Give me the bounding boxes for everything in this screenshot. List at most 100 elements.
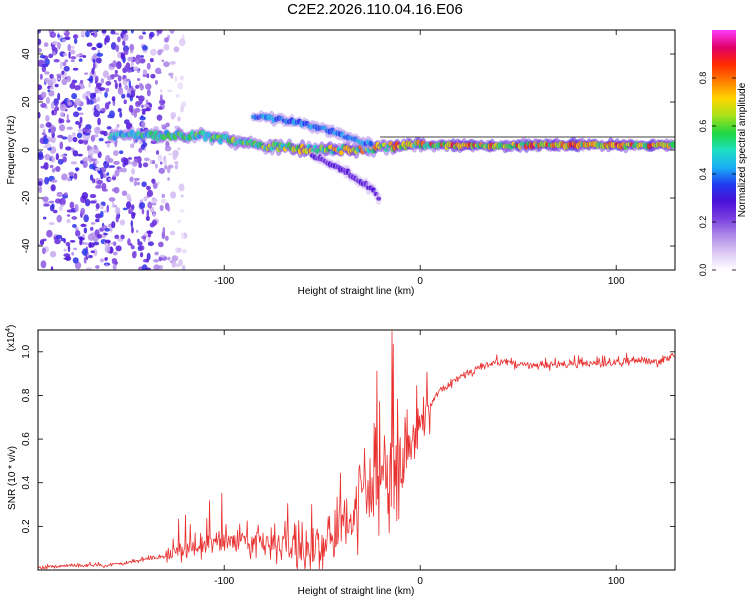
spectrogram-noise-speckle xyxy=(51,203,55,209)
colorbar-tick-label: 0.2 xyxy=(698,216,708,229)
spectrogram-noise-speckle xyxy=(45,96,51,105)
spectrogram-noise-speckle xyxy=(155,71,162,74)
snr-frame xyxy=(37,329,676,571)
spectrogram-noise-speckle xyxy=(83,214,89,223)
spectrogram-noise-speckle xyxy=(64,59,69,63)
spectrogram-noise-speckle xyxy=(39,59,46,65)
spectrogram-noise-speckle xyxy=(56,73,62,77)
spectrogram-noise-speckle xyxy=(74,85,81,91)
spectrogram-noise-speckle xyxy=(111,221,116,229)
spectrogram-noise-speckle xyxy=(72,257,79,264)
spectrogram-y-tick-label: 40 xyxy=(21,48,32,60)
spectrogram-noise-speckle xyxy=(80,85,86,89)
spectrogram-noise-speckle xyxy=(108,66,114,70)
spectrogram-noise-speckle xyxy=(170,75,174,79)
spectrogram-noise-speckle xyxy=(67,244,71,253)
spectrogram-noise-speckle xyxy=(151,159,156,165)
spectrogram-noise-speckle xyxy=(75,54,81,58)
spectrogram-noise-speckle xyxy=(159,94,163,102)
snr-y-tick-label: 0.4 xyxy=(21,475,32,489)
spectrogram-noise-speckle xyxy=(62,53,68,57)
spectrogram-noise-speckle xyxy=(178,258,183,266)
spectrogram-noise-speckle xyxy=(82,242,89,245)
spectrogram-noise-speckle xyxy=(123,30,128,34)
spectrogram-noise-speckle xyxy=(117,107,122,113)
snr-x-tick-label: 100 xyxy=(608,576,625,587)
spectrogram-noise-speckle xyxy=(112,251,118,256)
spectrogram-noise-speckle xyxy=(142,69,148,76)
spectrogram-noise-speckle xyxy=(181,249,188,254)
spectrogram-noise-speckle xyxy=(67,134,73,143)
spectrogram-noise-speckle xyxy=(62,156,67,163)
snr-series-line xyxy=(38,331,675,570)
spectrogram-noise-speckle xyxy=(141,104,144,109)
spectrogram-noise-speckle xyxy=(91,67,95,75)
spectrogram-noise-speckle xyxy=(145,83,152,91)
spectrogram-noise-speckle xyxy=(65,241,71,247)
spectrogram-noise-speckle xyxy=(123,33,129,42)
spectrogram-noise-speckle xyxy=(83,256,87,264)
spectrogram-noise-speckle xyxy=(99,204,104,210)
spectrogram-noise-speckle xyxy=(156,33,160,37)
colorbar-tick-label: 0.0 xyxy=(698,264,708,277)
spectrogram-noise-speckle xyxy=(161,59,165,62)
spectrogram-noise-speckle xyxy=(178,183,185,192)
spectrogram-noise-speckle xyxy=(71,216,78,220)
spectrogram-noise-speckle xyxy=(133,111,138,118)
spectrogram-noise-speckle xyxy=(171,255,179,262)
spectrogram-noise-speckle xyxy=(133,66,139,72)
spectrogram-noise-speckle xyxy=(157,154,163,162)
spectrogram-noise-speckle xyxy=(104,91,108,98)
spectrogram-noise-speckle xyxy=(114,234,120,240)
spectrogram-noise-speckle xyxy=(177,82,184,90)
spectrogram-noise-speckle xyxy=(40,102,47,108)
spectrogram-noise-speckle xyxy=(146,189,154,198)
spectrogram-noise-speckle xyxy=(66,209,74,213)
colorbar-label: Normalized spectral amplitude xyxy=(737,82,748,217)
spectrogram-noise-speckle xyxy=(146,230,153,235)
spectrogram-noise-speckle xyxy=(169,260,174,264)
spectrogram-noise-speckle xyxy=(94,185,102,189)
spectrogram-noise-speckle xyxy=(126,78,131,82)
spectrogram-noise-speckle xyxy=(38,181,43,187)
spectrogram-noise-speckle xyxy=(89,200,97,204)
spectrogram-noise-speckle xyxy=(121,190,128,196)
spectrogram-noise-speckle xyxy=(114,169,120,177)
spectrogram-noise-speckle xyxy=(95,103,101,110)
spectrogram-noise-speckle xyxy=(86,42,93,47)
spectrogram-noise-speckle xyxy=(87,149,95,157)
spectrogram-noise-speckle xyxy=(81,191,89,200)
spectrogram-noise-speckle xyxy=(113,186,120,194)
spectrogram-noise-speckle xyxy=(176,247,182,253)
spectrogram-band-cell xyxy=(376,196,382,201)
spectrogram-noise-speckle xyxy=(137,181,140,186)
spectrogram-noise-speckle xyxy=(66,214,71,217)
spectrogram-noise-speckle xyxy=(71,93,78,100)
spectrogram-noise-speckle xyxy=(42,137,49,145)
spectrogram-noise-speckle xyxy=(88,155,93,164)
spectrogram-noise-speckle xyxy=(145,185,152,191)
spectrogram-noise-speckle xyxy=(163,43,170,51)
spectrogram-noise-speckle xyxy=(159,254,166,258)
spectrogram-noise-speckle xyxy=(93,241,100,246)
spectrogram-noise-speckle xyxy=(60,154,66,158)
spectrogram-noise-speckle xyxy=(126,193,132,201)
spectrogram-noise-speckle xyxy=(137,78,141,81)
spectrogram-noise-speckle xyxy=(167,177,170,181)
spectrogram-noise-speckle xyxy=(155,150,160,155)
colorbar-ticks: 0.0 0.2 0.4 0.6 0.8 xyxy=(698,72,736,277)
spectrogram-noise-speckle xyxy=(90,158,98,162)
spectrogram-noise-speckle xyxy=(77,106,82,111)
spectrogram-noise-speckle xyxy=(100,78,105,84)
spectrogram-noise-speckle xyxy=(86,97,90,105)
spectrogram-noise-speckle xyxy=(102,107,106,113)
spectrogram-noise-speckle xyxy=(158,167,166,174)
snr-x-tick-label: 0 xyxy=(417,576,423,587)
spectrogram-noise-speckle xyxy=(180,194,184,198)
spectrogram-noise-speckle xyxy=(39,123,45,129)
spectrogram-noise-speckle xyxy=(154,79,158,85)
spectrogram-noise-speckle xyxy=(91,46,97,51)
spectrogram-noise-speckle xyxy=(93,110,101,118)
spectrogram-noise-speckle xyxy=(140,144,146,150)
spectrogram-noise-speckle xyxy=(58,117,62,124)
